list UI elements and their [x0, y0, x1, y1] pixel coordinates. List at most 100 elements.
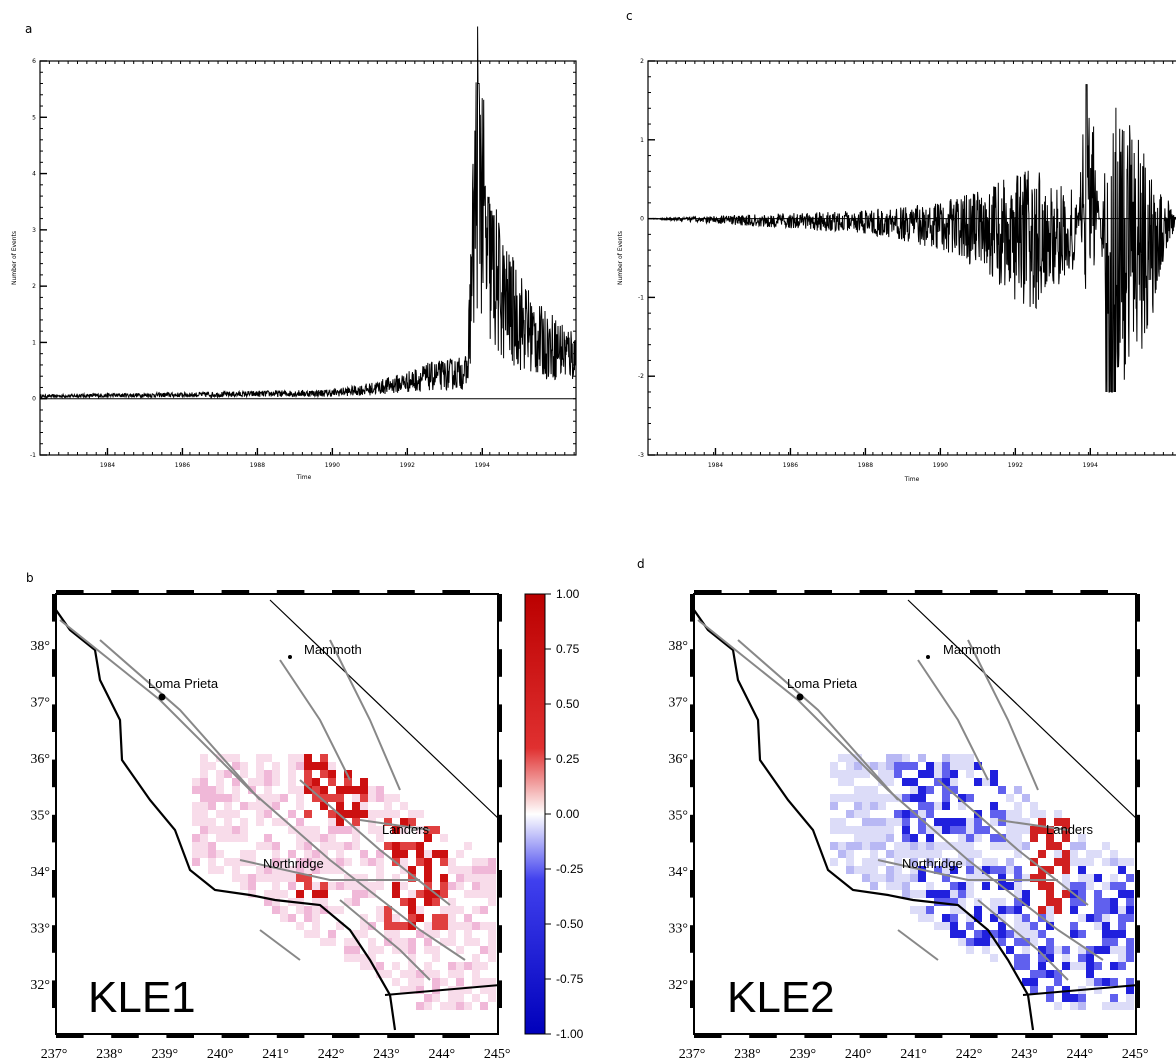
heatmap-cell — [870, 850, 878, 858]
heatmap-cell — [894, 882, 902, 890]
heatmap-cell — [464, 866, 472, 874]
heatmap-cell — [272, 802, 280, 810]
heatmap-cell — [216, 810, 224, 818]
heatmap-cell — [998, 834, 1006, 842]
fault-line — [299, 779, 451, 906]
heatmap-cell — [910, 778, 918, 786]
heatmap-cell — [1086, 882, 1094, 890]
heatmap-cell — [870, 842, 878, 850]
heatmap-cell — [974, 938, 982, 946]
heatmap-cell — [854, 826, 862, 834]
heatmap-cell — [344, 946, 352, 954]
heatmap-cell — [296, 866, 304, 874]
heatmap-cell — [1094, 978, 1102, 986]
longitude-label: 240° — [845, 1047, 872, 1061]
heatmap-cell — [296, 906, 304, 914]
heatmap-cell — [958, 842, 966, 850]
heatmap-cell — [488, 946, 496, 954]
border-segment-top — [970, 590, 998, 594]
heatmap-cell — [456, 946, 464, 954]
place-label-loma-prieta-d: Loma Prieta — [787, 676, 858, 691]
heatmap-cell — [392, 922, 400, 930]
heatmap-cell — [480, 962, 488, 970]
heatmap-cell — [942, 898, 950, 906]
heatmap-cell — [408, 946, 416, 954]
heatmap-cell — [830, 794, 838, 802]
x-tick-label: 1990 — [325, 462, 340, 469]
heatmap-cell — [352, 874, 360, 882]
border-segment-right — [498, 649, 502, 677]
heatmap-cell — [1054, 978, 1062, 986]
heatmap-cell — [488, 898, 496, 906]
heatmap-cell — [256, 842, 264, 850]
heatmap-cell — [472, 866, 480, 874]
heatmap-cell — [448, 914, 456, 922]
heatmap-cell — [272, 818, 280, 826]
heatmap-cell — [910, 890, 918, 898]
heatmap-cell — [942, 754, 950, 762]
heatmap-cell — [1118, 914, 1126, 922]
heatmap-cell — [320, 770, 328, 778]
heatmap-cell — [1070, 1002, 1078, 1010]
heatmap-cell — [400, 938, 408, 946]
heatmap-cell — [1046, 842, 1054, 850]
heatmap-cell — [990, 914, 998, 922]
heatmap-cell — [384, 906, 392, 914]
heatmap-cell — [846, 778, 854, 786]
heatmap-cell — [1094, 962, 1102, 970]
heatmap-cell — [384, 938, 392, 946]
heatmap-cell — [1094, 922, 1102, 930]
heatmap-cell — [368, 962, 376, 970]
heatmap-cell — [352, 938, 360, 946]
heatmap-cell — [1070, 858, 1078, 866]
heatmap-cell — [982, 826, 990, 834]
heatmap-cell — [998, 914, 1006, 922]
heatmap-cell — [1094, 946, 1102, 954]
heatmap-cell — [296, 754, 304, 762]
heatmap-cell — [480, 874, 488, 882]
y-tick-label: 5 — [32, 114, 36, 121]
heatmap-cell — [248, 890, 256, 898]
heatmap-cell — [304, 882, 312, 890]
heatmap-cell — [432, 850, 440, 858]
heatmap-cell — [1030, 986, 1038, 994]
heatmap-cell — [360, 914, 368, 922]
heatmap-cell — [1038, 850, 1046, 858]
heatmap-cell — [392, 874, 400, 882]
heatmap-cell — [1006, 882, 1014, 890]
heatmap-cell — [472, 874, 480, 882]
heatmap-cell — [974, 834, 982, 842]
heatmap-cell — [376, 906, 384, 914]
heatmap-cell — [950, 826, 958, 834]
heatmap-cell — [448, 882, 456, 890]
heatmap-cell — [942, 794, 950, 802]
heatmap-cell — [1062, 866, 1070, 874]
heatmap-cell — [384, 794, 392, 802]
heatmap-cell — [926, 842, 934, 850]
heatmap-cell — [368, 946, 376, 954]
heatmap-cell — [950, 922, 958, 930]
heatmap-cell — [240, 770, 248, 778]
y-axis-label-c: Number of Events — [617, 231, 624, 285]
heatmap-cell — [440, 874, 448, 882]
heatmap-cell — [288, 770, 296, 778]
heatmap-cell — [1094, 850, 1102, 858]
heatmap-cell — [336, 786, 344, 794]
heatmap-cell — [966, 826, 974, 834]
heatmap-cell — [846, 770, 854, 778]
heatmap-cell — [934, 778, 942, 786]
heatmap-cell — [432, 914, 440, 922]
x-tick-label: 1984 — [708, 462, 723, 469]
heatmap-cell — [1118, 866, 1126, 874]
heatmap-cell — [488, 938, 496, 946]
y-tick-label: 1 — [640, 137, 644, 144]
heatmap-cell — [352, 930, 360, 938]
heatmap-cell — [432, 954, 440, 962]
heatmap-cell — [320, 762, 328, 770]
heatmap-cell — [1126, 994, 1134, 1002]
heatmap-cell — [902, 754, 910, 762]
heatmap-cell — [966, 938, 974, 946]
heatmap-cell — [360, 858, 368, 866]
latitude-label: 34° — [30, 865, 50, 880]
heatmap-cell — [440, 882, 448, 890]
